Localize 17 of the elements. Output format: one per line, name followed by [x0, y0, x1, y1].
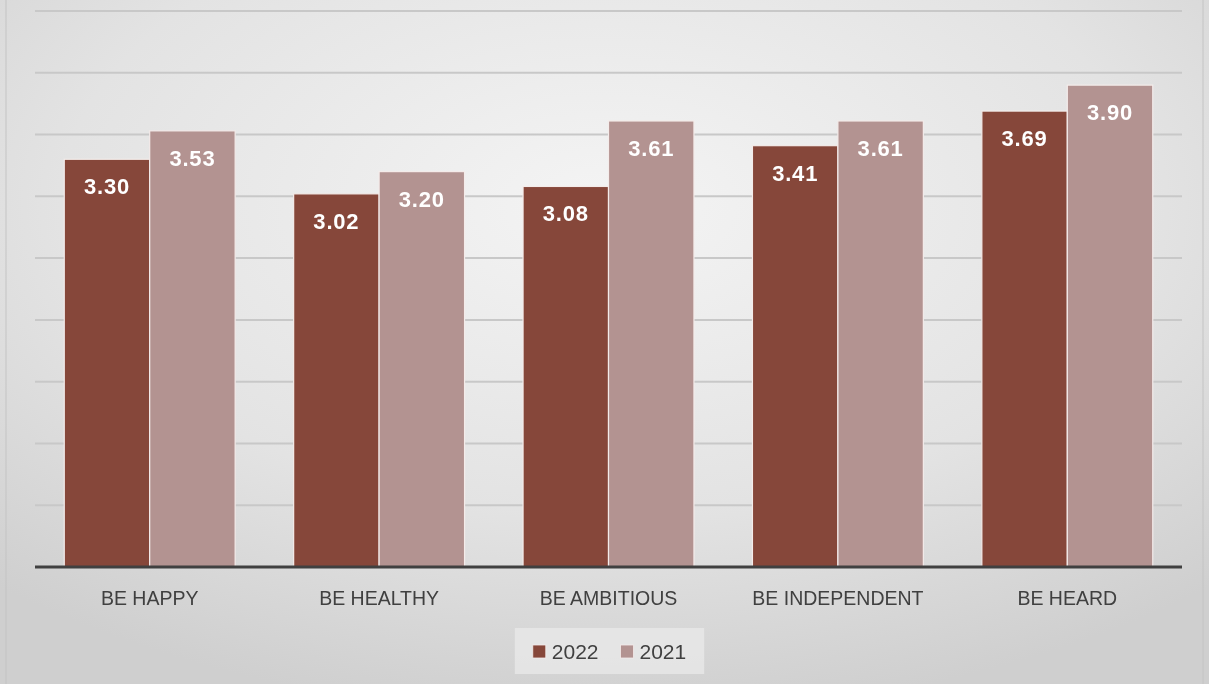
data-label: 3.08	[542, 201, 589, 227]
data-label: 3.20	[398, 186, 445, 212]
x-tick-label: BE HEALTHY	[319, 587, 440, 609]
data-label: 3.30	[83, 174, 130, 200]
legend-label: 2021	[639, 640, 687, 663]
data-label: 3.61	[857, 135, 904, 161]
x-tick-label: BE INDEPENDENT	[752, 587, 924, 609]
x-tick-label: BE AMBITIOUS	[539, 587, 678, 609]
legend-label: 2022	[551, 640, 599, 663]
x-tick-label: BE HEARD	[1017, 587, 1118, 609]
data-label: 3.41	[772, 160, 819, 186]
data-label: 3.02	[313, 208, 360, 234]
data-label: 3.61	[628, 135, 675, 161]
data-label: 3.90	[1087, 100, 1134, 126]
data-label: 3.69	[1001, 126, 1048, 152]
x-tick-label: BE HAPPY	[100, 587, 199, 609]
data-label: 3.53	[169, 145, 216, 171]
